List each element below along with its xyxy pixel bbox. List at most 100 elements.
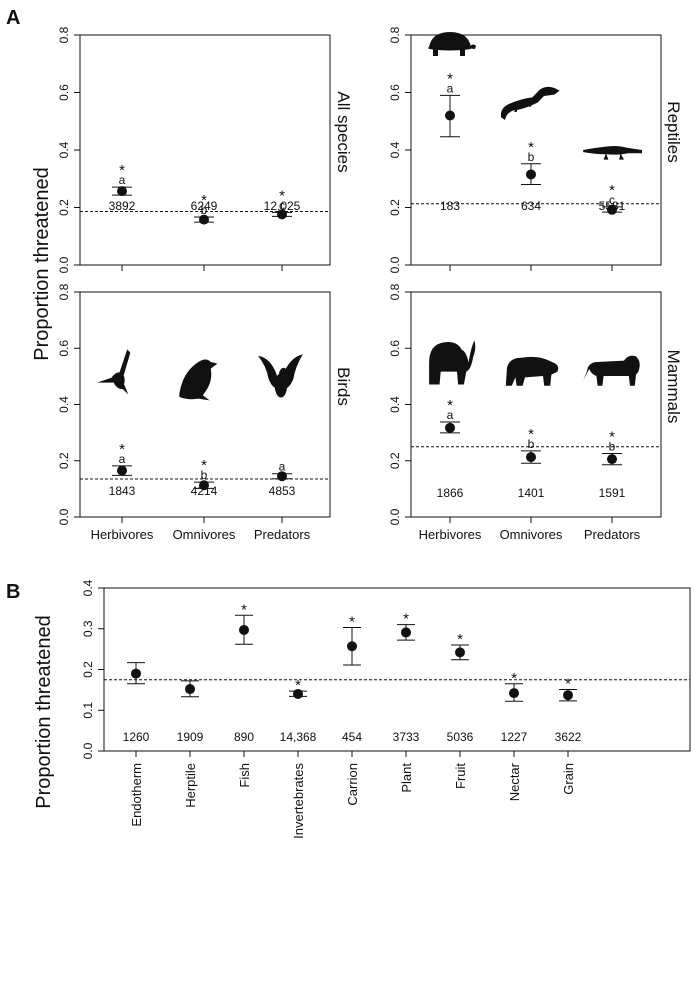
- data-point-grain: [563, 690, 573, 701]
- x-tick-label-fish: Fish: [237, 763, 252, 788]
- sample-size-label: 1401: [518, 486, 545, 500]
- data-point-carrion: [347, 641, 357, 652]
- hummingbird-icon-shape: [118, 349, 131, 378]
- sample-size-label: 890: [234, 730, 254, 744]
- x-tick-label: Omnivores: [500, 527, 563, 542]
- group-letter: b: [528, 437, 535, 451]
- eagle-icon-shape: [274, 373, 288, 398]
- panel-title-reptiles: Reptiles: [664, 101, 683, 162]
- sample-size-label: 6249: [191, 199, 218, 213]
- significance-star: *: [447, 397, 453, 414]
- significance-star: *: [528, 426, 534, 443]
- significance-star: *: [609, 428, 615, 445]
- y-tick-label: 0.2: [57, 452, 71, 469]
- significance-star: *: [119, 162, 125, 179]
- crow-icon-shape: [179, 359, 218, 401]
- tortoise-icon-shape: [460, 49, 465, 56]
- x-tick-label-herptile: Herptile: [183, 763, 198, 808]
- elephant-icon-shape: [429, 340, 476, 385]
- hummingbird-icon: [97, 349, 131, 395]
- y-tick-label: 0.8: [57, 26, 71, 43]
- sample-size-label: 4853: [269, 484, 296, 498]
- panel-title-all-species: All species: [334, 91, 353, 172]
- y-tick-label: 0.6: [388, 340, 402, 357]
- data-point-omnivores: [526, 169, 536, 180]
- eagle-icon-shape: [258, 355, 277, 389]
- panel-b-diet: 0.0 0.1 0.2 0.3 0.4 1260 1909 * 890 * 14,368 * 454 * 3…: [81, 579, 691, 839]
- sample-size-label: 14,368: [280, 730, 317, 744]
- elephant-icon: [429, 340, 476, 385]
- group-letter: a: [119, 452, 126, 466]
- panel-b-diet-frame: [103, 587, 691, 752]
- sample-size-label: 4214: [191, 484, 218, 498]
- panel-mammals: 0.00.20.40.60.8a*1866b*1401b*1591Herbivo…: [388, 283, 683, 542]
- sample-size-label: 3622: [555, 730, 582, 744]
- significance-star: *: [511, 670, 517, 687]
- group-letter: c: [609, 193, 615, 207]
- panel-b-letter: B: [6, 581, 20, 603]
- y-tick-label: 0.8: [388, 26, 402, 43]
- data-point-predators: [607, 454, 617, 465]
- significance-star: *: [609, 182, 615, 199]
- panel-title-mammals: Mammals: [664, 350, 683, 424]
- y-tick-label: 0.0: [57, 508, 71, 525]
- significance-star: *: [119, 441, 125, 458]
- data-point-herbivores: [445, 422, 455, 433]
- sample-size-label: 183: [440, 199, 460, 213]
- panel-b-y-axis-label: Proportion threatened: [33, 615, 55, 808]
- x-tick-label-fruit: Fruit: [453, 763, 468, 789]
- significance-star: *: [403, 611, 409, 628]
- data-point-herbivores: [117, 465, 127, 476]
- y-tick-label: 0.4: [388, 141, 402, 158]
- y-tick-label: 0.2: [57, 199, 71, 216]
- group-letter: a: [119, 173, 126, 187]
- y-tick-label: 0.0: [81, 742, 95, 759]
- y-tick-label: 0.0: [388, 256, 402, 273]
- significance-star: *: [528, 139, 534, 156]
- sample-size-label: 1591: [599, 486, 626, 500]
- panel-all-species-frame: [79, 34, 331, 266]
- data-point-endotherm: [131, 668, 141, 679]
- data-point-invertebrates: [293, 688, 303, 699]
- tortoise-icon-shape: [433, 49, 438, 56]
- crocodile-icon: [583, 145, 642, 160]
- significance-star: *: [295, 677, 301, 694]
- x-tick-label-carrion: Carrion: [345, 763, 360, 806]
- x-tick-label-plant: Plant: [399, 763, 414, 793]
- sample-size-label: 1909: [177, 730, 204, 744]
- group-letter: c: [279, 198, 285, 212]
- panel-a-y-axis-label: Proportion threatened: [31, 167, 53, 360]
- crow-icon: [179, 359, 218, 401]
- lion-icon-shape: [623, 357, 639, 376]
- y-tick-label: 0.2: [388, 452, 402, 469]
- data-point-omnivores: [526, 452, 536, 463]
- tortoise-icon-shape: [470, 44, 476, 49]
- x-tick-label-endotherm: Endotherm: [129, 763, 144, 827]
- y-tick-label: 0.6: [388, 84, 402, 101]
- y-tick-label: 0.8: [388, 283, 402, 300]
- crocodile-icon-shape: [619, 153, 624, 160]
- eagle-icon: [258, 354, 303, 398]
- x-tick-label: Herbivores: [419, 527, 482, 542]
- group-letter: a: [279, 460, 286, 474]
- y-tick-label: 0.3: [81, 620, 95, 637]
- data-point-omnivores: [199, 480, 209, 491]
- iguana-icon: [500, 86, 560, 120]
- x-tick-label: Herbivores: [91, 527, 154, 542]
- y-tick-label: 0.8: [57, 283, 71, 300]
- significance-star: *: [279, 187, 285, 204]
- panel-a-letter: A: [6, 7, 20, 29]
- x-tick-label-invertebrates: Invertebrates: [291, 763, 306, 839]
- y-tick-label: 0.4: [57, 141, 71, 158]
- y-tick-label: 0.6: [57, 84, 71, 101]
- y-tick-label: 0.2: [81, 661, 95, 678]
- group-letter: a: [447, 81, 454, 95]
- x-tick-label: Predators: [584, 527, 641, 542]
- y-tick-label: 0.2: [388, 199, 402, 216]
- sample-size-label: 3733: [393, 730, 420, 744]
- group-letter: b: [201, 203, 208, 217]
- data-point-fish: [239, 624, 249, 635]
- significance-star: *: [201, 192, 207, 209]
- significance-star: *: [201, 457, 207, 474]
